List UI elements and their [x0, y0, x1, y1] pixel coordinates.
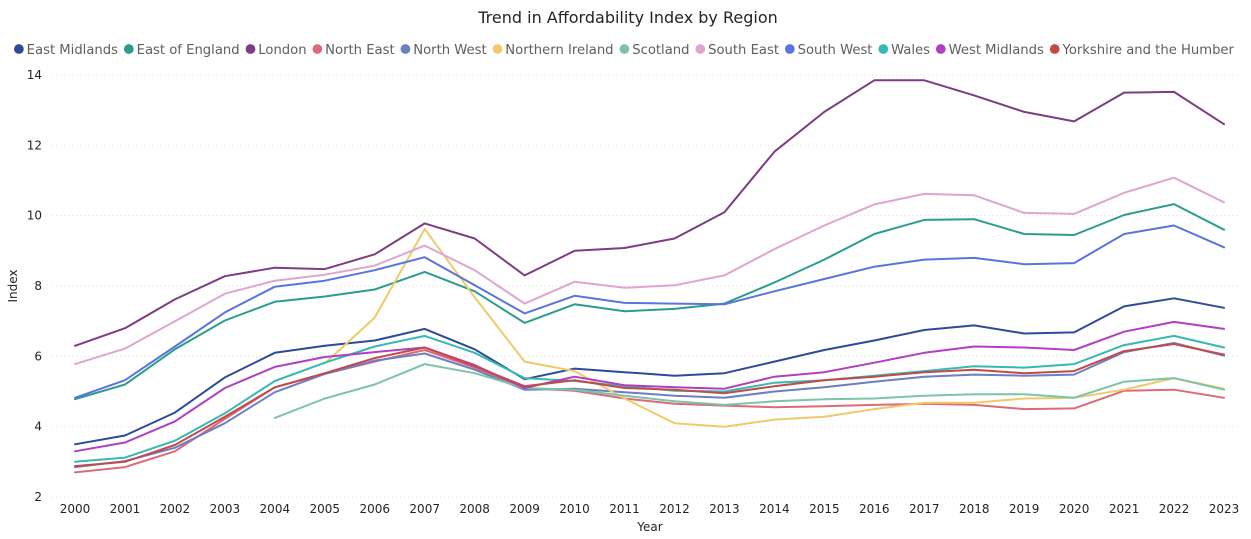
- x-tick-label: 2009: [509, 502, 540, 516]
- series-line-yorkshire-and-the-humber[interactable]: [74, 343, 1225, 468]
- legend-item[interactable]: Wales: [878, 43, 930, 58]
- x-tick-label: 2023: [1209, 502, 1240, 516]
- legend-marker: [245, 44, 256, 54]
- x-tick-label: 2016: [859, 502, 890, 516]
- x-tick-label: 2006: [359, 502, 390, 516]
- series-line-south-east[interactable]: [74, 176, 1225, 366]
- legend-label: Scotland: [632, 43, 689, 58]
- legend-label: South East: [708, 43, 779, 58]
- series-line-london[interactable]: [74, 79, 1225, 347]
- series-line-east-midlands[interactable]: [74, 297, 1225, 446]
- x-tick-label: 2003: [210, 502, 241, 516]
- legend-item[interactable]: North West: [400, 43, 487, 58]
- x-tick-label: 2022: [1159, 502, 1190, 516]
- x-tick-label: 2008: [459, 502, 490, 516]
- x-tick-label: 2012: [659, 502, 690, 516]
- x-tick-label: 2017: [909, 502, 940, 516]
- y-tick-label: 6: [34, 349, 42, 363]
- series-layer: [74, 79, 1225, 474]
- x-tick-label: 2005: [310, 502, 341, 516]
- x-axis-title: Year: [636, 520, 662, 534]
- legend-item[interactable]: East of England: [123, 43, 240, 58]
- series-line-west-midlands[interactable]: [74, 320, 1225, 453]
- legend-label: Yorkshire and the Humber: [1062, 43, 1235, 58]
- y-tick-label: 12: [27, 138, 42, 152]
- legend-item[interactable]: West Midlands: [935, 43, 1044, 58]
- y-axis-title: Index: [6, 269, 20, 302]
- legend-marker: [400, 44, 411, 54]
- x-tick-label: 2019: [1009, 502, 1040, 516]
- x-tick-label: 2010: [559, 502, 590, 516]
- series-line-north-west[interactable]: [74, 342, 1225, 469]
- y-tick-label: 4: [34, 420, 42, 434]
- x-tick-label: 2015: [809, 502, 840, 516]
- x-axis: 2000 2001 2002 2003 2004 2005 2006 2007 2008 2009…: [60, 502, 1240, 516]
- legend-item[interactable]: East Midlands: [14, 43, 118, 58]
- x-tick-label: 2020: [1059, 502, 1090, 516]
- series-line-northern-ireland[interactable]: [323, 228, 1225, 428]
- legend-item[interactable]: North East: [312, 43, 395, 58]
- x-tick-label: 2002: [160, 502, 191, 516]
- y-tick-label: 8: [34, 279, 42, 293]
- y-tick-label: 10: [27, 209, 42, 223]
- legend-label: Wales: [891, 43, 930, 58]
- legend-marker: [1049, 44, 1060, 54]
- x-tick-label: 2014: [759, 502, 790, 516]
- legend-item[interactable]: South West: [784, 43, 873, 58]
- series-line-east-of-england[interactable]: [74, 203, 1225, 401]
- x-tick-label: 2007: [409, 502, 440, 516]
- legend-item[interactable]: Yorkshire and the Humber: [1049, 43, 1235, 58]
- legend: East Midlands East of England London North …: [14, 43, 1235, 58]
- legend-item[interactable]: South East: [695, 43, 779, 58]
- legend-item[interactable]: London: [245, 43, 307, 58]
- legend-marker: [619, 44, 630, 54]
- legend-label: East Midlands: [27, 43, 118, 58]
- x-tick-label: 2013: [709, 502, 740, 516]
- legend-marker: [695, 44, 706, 54]
- series-line-scotland[interactable]: [273, 363, 1225, 419]
- legend-marker: [492, 44, 503, 54]
- legend-label: West Midlands: [949, 43, 1044, 58]
- legend-label: South West: [798, 43, 873, 58]
- y-axis: 2 4 6 8 10 12 14: [27, 68, 42, 504]
- series-line-south-west[interactable]: [74, 224, 1225, 399]
- chart-title: Trend in Affordability Index by Region: [477, 8, 778, 27]
- x-tick-label: 2021: [1109, 502, 1140, 516]
- legend-item[interactable]: Scotland: [619, 43, 690, 58]
- legend-label: North West: [413, 43, 486, 58]
- legend-label: Northern Ireland: [505, 43, 613, 58]
- legend-item[interactable]: Northern Ireland: [492, 43, 614, 58]
- legend-label: North East: [325, 43, 394, 58]
- x-tick-label: 2004: [260, 502, 291, 516]
- legend-marker: [784, 44, 795, 54]
- legend-marker: [312, 44, 323, 54]
- legend-marker: [935, 44, 946, 54]
- x-tick-label: 2000: [60, 502, 91, 516]
- x-tick-label: 2001: [110, 502, 141, 516]
- x-tick-label: 2011: [609, 502, 640, 516]
- legend-label: London: [258, 43, 306, 58]
- legend-label: East of England: [137, 43, 240, 58]
- legend-marker: [14, 44, 24, 54]
- y-tick-label: 2: [34, 490, 42, 504]
- legend-marker: [123, 44, 134, 54]
- x-tick-label: 2018: [959, 502, 990, 516]
- y-tick-label: 14: [27, 68, 42, 82]
- legend-marker: [878, 44, 889, 54]
